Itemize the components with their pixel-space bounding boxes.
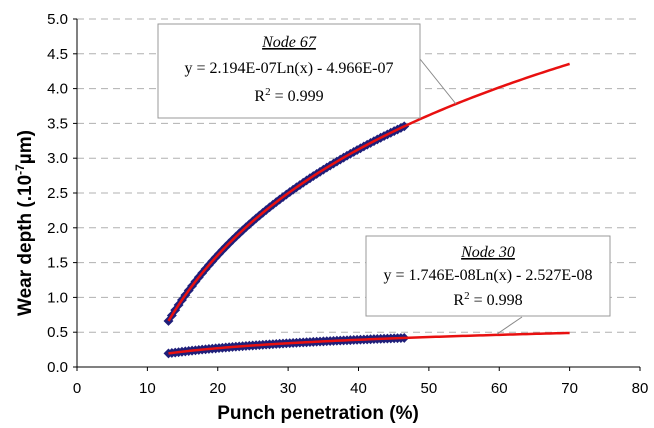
r2-label-node-67: R	[254, 88, 265, 105]
y-tick-label-9: 4.5	[47, 46, 68, 63]
axes	[73, 18, 641, 371]
x-tick-label-8: 80	[632, 380, 649, 397]
x-tick-label-6: 60	[491, 380, 508, 397]
x-tick-label-1: 10	[139, 380, 156, 397]
annotation-node-67: Node 67 y = 2.194E-07Ln(x) - 4.966E-07 R…	[157, 23, 457, 119]
r2-value-node-67: = 0.999	[271, 88, 324, 105]
y-axis-title-exponent: -7	[13, 164, 27, 175]
annotation-title-node-30: Node 30	[460, 244, 515, 261]
r2-sup-node-67: 2	[265, 86, 271, 98]
fit-line-node-30	[168, 331, 570, 355]
series-node-30	[163, 331, 570, 359]
y-tick-label-2: 1.0	[47, 289, 68, 306]
y-tick-label-4: 2.0	[47, 220, 68, 237]
x-tick-label-7: 70	[561, 380, 578, 397]
r2-sup-node-30: 2	[464, 290, 470, 302]
y-tick-label-5: 2.5	[47, 185, 68, 202]
x-tick-label-5: 50	[421, 380, 438, 397]
r2-value-node-30: = 0.998	[470, 292, 523, 309]
annotation-r2-node-30: R2 = 0.998	[453, 290, 522, 309]
y-tick-label-0: 0.0	[47, 359, 68, 376]
annotation-box-node-67	[157, 23, 421, 119]
leader-line-node-30	[496, 316, 523, 335]
annotation-r2-node-67: R2 = 0.999	[254, 86, 323, 105]
y-axis-title-unit: µm)	[15, 130, 36, 164]
fit-line-node-67	[167, 62, 571, 322]
x-tick-label-2: 20	[209, 380, 226, 397]
annotation-title-node-67: Node 67	[261, 34, 317, 51]
y-axis-title: Wear depth (.10-7µm)	[13, 130, 36, 316]
series-node-67	[163, 62, 571, 326]
x-axis-title: Punch penetration (%)	[217, 403, 419, 424]
leader-line-node-67	[419, 58, 457, 105]
x-tick-label-3: 30	[280, 380, 297, 397]
annotation-equation-node-30: y = 1.746E-08Ln(x) - 2.527E-08	[384, 267, 593, 284]
y-tick-label-8: 4.0	[47, 81, 68, 98]
y-tick-label-7: 3.5	[47, 115, 68, 132]
series-layer	[163, 62, 571, 359]
x-tick-label-0: 0	[73, 380, 81, 397]
x-tick-label-4: 40	[350, 380, 367, 397]
y-tick-label-1: 0.5	[47, 324, 68, 341]
annotation-equation-node-67: y = 2.194E-07Ln(x) - 4.966E-07	[185, 60, 394, 77]
r2-label-node-30: R	[453, 292, 464, 309]
y-tick-label-6: 3.0	[47, 150, 68, 167]
annotation-box-node-30	[365, 235, 611, 317]
y-tick-label-3: 1.5	[47, 255, 68, 272]
annotation-node-30: Node 30 y = 1.746E-08Ln(x) - 2.527E-08 R…	[365, 235, 611, 335]
y-tick-label-10: 5.0	[47, 11, 68, 28]
y-axis-title-main: Wear depth (.10	[15, 175, 36, 316]
tick-labels: 0.0 0.5 1.0 1.5 2.0 2.5 3.0 3.5 4.0 4.5 5.0 0 10 20 30…	[47, 11, 648, 397]
